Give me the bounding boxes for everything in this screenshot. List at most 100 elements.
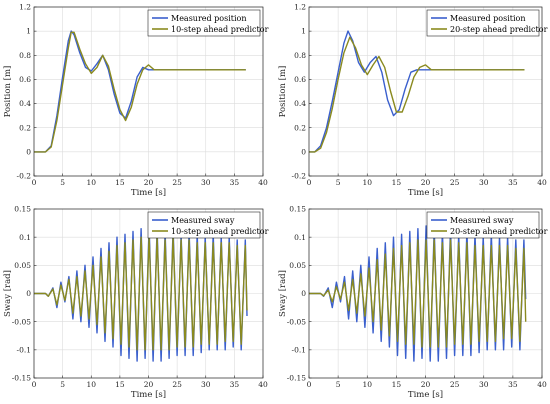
x-axis-label: Time [s] (408, 390, 443, 400)
axes-frame (33, 208, 264, 379)
series-line-measured (34, 30, 246, 153)
legend-entry: Measured sway (171, 216, 235, 225)
series-line-predictor (34, 31, 246, 153)
x-tick-label: 10 (362, 178, 372, 187)
y-tick-label: 0.6 (294, 75, 306, 84)
y-tick-label: -0.2 (17, 172, 32, 181)
y-tick-label: 0.2 (19, 123, 31, 132)
x-tick-label: 5 (60, 178, 65, 187)
x-tick-label: 10 (86, 178, 96, 187)
y-axis-label: Position [m] (3, 66, 13, 118)
y-tick-label: -0.15 (12, 374, 31, 383)
y-tick-label: 0.2 (294, 123, 306, 132)
legend-box (426, 211, 540, 239)
legend-box (147, 211, 261, 239)
x-tick-label: 20 (421, 380, 431, 389)
subplot-3: 0 5 10 15 20 25 30 35 40 -0.15 -0.1 -0.05 0 0.05 0.1 0.… (3, 205, 269, 400)
legend-entry: Measured sway (450, 216, 514, 225)
x-axis-label: Time [s] (131, 188, 166, 198)
series-line-measured (309, 30, 525, 153)
series-line-predictor (309, 239, 527, 348)
legend: Measured position 20-step ahead predictor (426, 9, 548, 37)
y-tick-label: 0.4 (294, 99, 306, 108)
x-tick-label: 25 (450, 380, 460, 389)
y-tick-label: 0.8 (294, 51, 306, 60)
legend: Measured position 10-step ahead predictor (147, 9, 269, 37)
y-tick-label: 0 (26, 289, 31, 298)
legend-entry: 20-step ahead predictor (450, 227, 548, 236)
series-line-predictor (309, 36, 525, 153)
x-tick-label: 30 (479, 380, 489, 389)
axes-frame (33, 6, 264, 177)
x-tick-label: 25 (450, 178, 460, 187)
legend-box (426, 9, 540, 37)
subplot-2: 0 5 10 15 20 25 30 35 40-0.200.20.40.60.811.2Tim… (278, 3, 548, 198)
y-axis-label: Sway [rad] (278, 270, 288, 317)
x-tick-label: 5 (336, 380, 341, 389)
x-tick-label: 5 (336, 178, 341, 187)
x-tick-label: 0 (32, 178, 37, 187)
y-axis-label: Sway [rad] (3, 270, 13, 317)
legend-box (147, 9, 261, 37)
y-tick-label: 1.2 (294, 3, 306, 12)
y-tick-label: 0.15 (289, 205, 306, 214)
legend-entry: Measured position (171, 14, 247, 23)
x-tick-label: 0 (32, 380, 37, 389)
x-tick-label: 15 (392, 178, 402, 187)
x-tick-label: 30 (201, 380, 211, 389)
y-tick-label: 1.2 (19, 3, 31, 12)
legend-entry: 10-step ahead predictor (171, 25, 269, 34)
x-tick-label: 30 (479, 178, 489, 187)
x-tick-label: 20 (144, 178, 154, 187)
y-tick-label: 0 (26, 147, 31, 156)
y-tick-label: 0.1 (19, 233, 31, 242)
x-tick-label: 0 (307, 380, 312, 389)
y-tick-label: 0.4 (19, 99, 31, 108)
x-tick-label: 20 (144, 380, 154, 389)
axes-frame (308, 6, 543, 177)
y-tick-label: -0.1 (17, 345, 31, 354)
x-axis-label: Time [s] (408, 188, 443, 198)
y-tick-label: 0.1 (294, 233, 306, 242)
legend-entry: 20-step ahead predictor (450, 25, 548, 34)
x-tick-label: 15 (392, 380, 402, 389)
y-tick-label: 0.05 (289, 261, 306, 270)
y-tick-label: -0.2 (292, 172, 307, 181)
x-tick-label: 10 (86, 380, 96, 389)
y-tick-label: 0 (301, 147, 306, 156)
legend-entry: 10-step ahead predictor (171, 227, 269, 236)
x-tick-label: 20 (421, 178, 431, 187)
subplot-4: 0 5 10 15 20 25 30 35 40 -0.15 -0.1 -0.05 0 0.05 0.1 0.… (278, 205, 548, 400)
x-tick-label: 35 (230, 178, 240, 187)
x-tick-label: 5 (60, 380, 65, 389)
legend-entry: Measured position (450, 14, 526, 23)
x-tick-label: 30 (201, 178, 211, 187)
x-tick-label: 40 (258, 380, 268, 389)
y-tick-label: 0.05 (14, 261, 31, 270)
y-tick-label: 1 (301, 27, 306, 36)
axes-frame (308, 208, 543, 379)
x-tick-label: 35 (508, 380, 518, 389)
x-tick-label: 15 (115, 178, 125, 187)
x-tick-label: 10 (362, 380, 372, 389)
legend: Measured sway 10-step ahead predictor (147, 211, 269, 239)
x-tick-label: 0 (307, 178, 312, 187)
subplot-1: 0 5 10 15 20 25 30 35 40-0.200.20.40.60.811.2Tim… (3, 3, 269, 198)
y-axis-label: Position [m] (278, 66, 288, 118)
y-tick-label: -0.05 (287, 317, 306, 326)
x-tick-label: 40 (258, 178, 268, 187)
y-tick-label: -0.15 (287, 374, 306, 383)
x-tick-label: 15 (115, 380, 125, 389)
y-tick-label: 0.6 (19, 75, 31, 84)
y-tick-label: -0.05 (12, 317, 31, 326)
y-tick-label: 0.8 (19, 51, 31, 60)
x-tick-label: 40 (537, 178, 547, 187)
y-tick-label: -0.1 (292, 345, 306, 354)
x-tick-label: 40 (537, 380, 547, 389)
x-axis-label: Time [s] (131, 390, 166, 400)
y-tick-label: 0.15 (14, 205, 31, 214)
series-line-predictor (34, 236, 248, 351)
x-tick-label: 35 (230, 380, 240, 389)
x-tick-label: 25 (172, 380, 182, 389)
